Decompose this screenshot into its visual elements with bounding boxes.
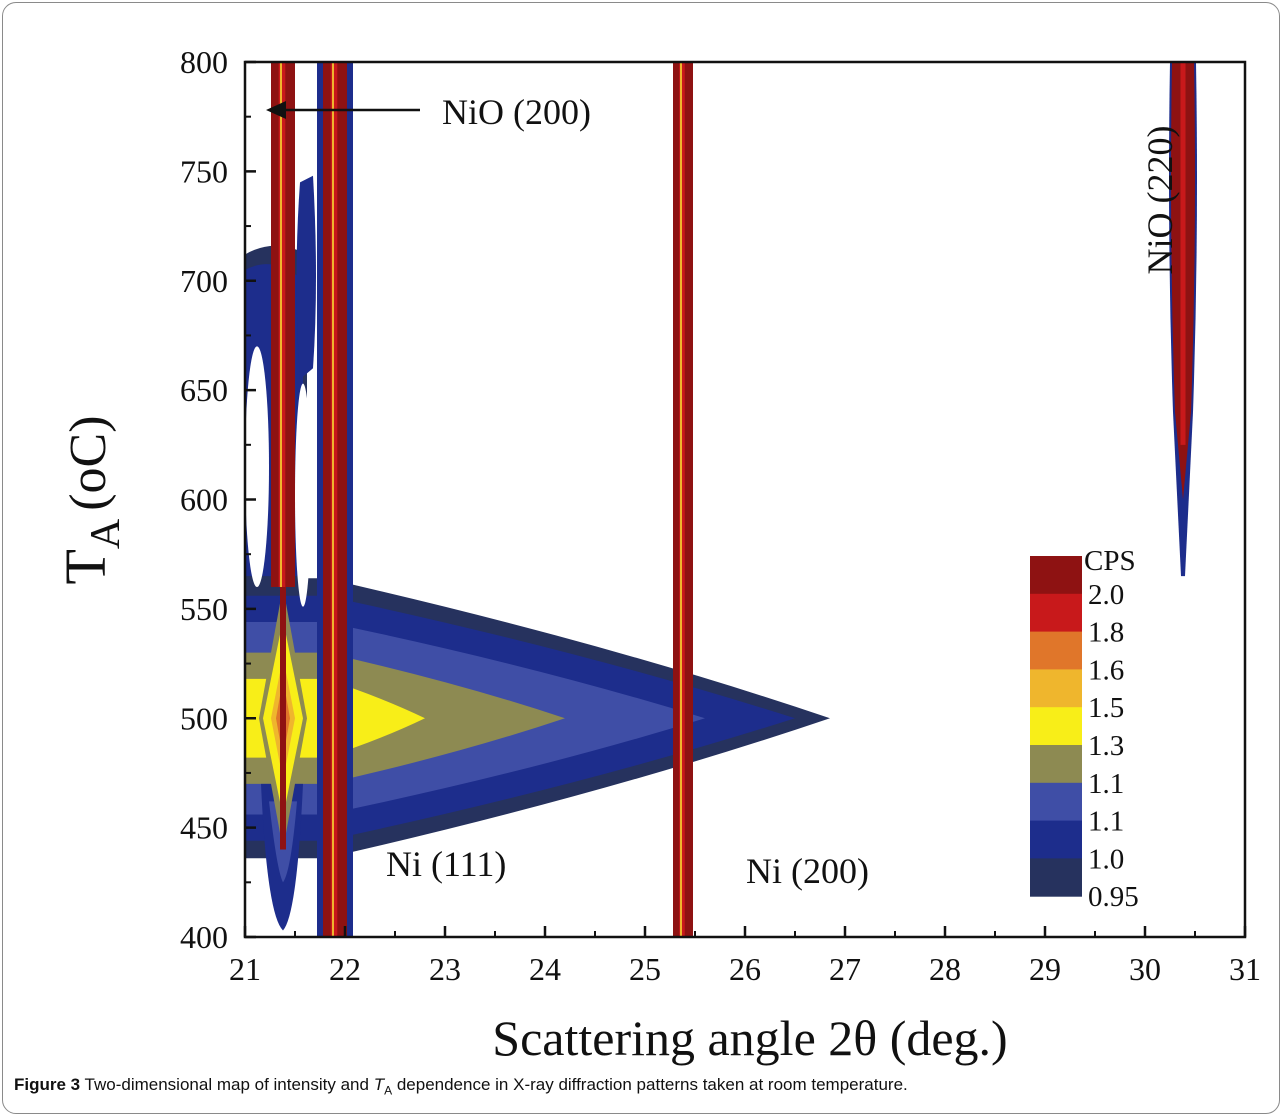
contour-chart: 21 22 23 24 25 26 27 28 29 30 31 400 450 500 550 600 65… <box>53 44 1261 1066</box>
x-tick-label: 29 <box>1029 951 1061 987</box>
legend-label: 1.3 <box>1088 730 1124 762</box>
y-tick-label: 500 <box>180 700 228 736</box>
contour-hole-left <box>245 346 269 587</box>
legend-swatch <box>1030 556 1082 595</box>
legend-label: 0.95 <box>1088 881 1139 913</box>
contour-hole-mid <box>295 383 311 607</box>
annotation-ni-111: Ni (111) <box>386 844 506 884</box>
x-tick-label: 28 <box>929 951 961 987</box>
annotation-nio-220-group: NiO (220) <box>1140 126 1180 275</box>
y-tick-label: 400 <box>180 919 228 955</box>
y-tick-label: 600 <box>180 482 228 518</box>
figure-caption: Figure 3 Two-dimensional map of intensit… <box>14 1075 1264 1097</box>
caption-ta-main: T <box>373 1075 385 1094</box>
x-tick-label: 31 <box>1229 951 1261 987</box>
legend-label: 1.1 <box>1088 768 1124 800</box>
x-axis: 21 22 23 24 25 26 27 28 29 30 31 <box>229 926 1261 987</box>
y-axis: 400 450 500 550 600 650 700 750 800 <box>180 44 256 955</box>
legend-label: 1.8 <box>1088 617 1124 649</box>
x-tick-label: 21 <box>229 951 261 987</box>
legend-swatch <box>1030 707 1082 746</box>
y-axis-title: TA (oC) <box>53 415 129 584</box>
nio-200-arrow-head <box>266 101 286 119</box>
legend-swatch <box>1030 631 1082 670</box>
legend-swatch <box>1030 593 1082 633</box>
svg-text:TA(oC): TA (oC) <box>53 415 129 584</box>
y-tick-label: 550 <box>180 591 228 627</box>
legend-swatch <box>1030 858 1082 897</box>
y-tick-label: 650 <box>180 372 228 408</box>
legend-label: 1.1 <box>1088 806 1124 838</box>
x-tick-label: 27 <box>829 951 861 987</box>
y-tick-label: 450 <box>180 810 228 846</box>
caption-ta-sub: A <box>384 1083 393 1098</box>
legend-label: 1.5 <box>1088 692 1124 724</box>
legend-swatch <box>1030 745 1082 784</box>
y-tick-label: 750 <box>180 153 228 189</box>
y-tick-label: 800 <box>180 44 228 80</box>
y-axis-title-unit: (oC) <box>60 415 117 510</box>
x-tick-label: 25 <box>629 951 661 987</box>
contour-layers <box>245 62 1197 937</box>
x-tick-label: 23 <box>429 951 461 987</box>
x-tick-label: 22 <box>329 951 361 987</box>
caption-text-a: Two-dimensional map of intensity and <box>80 1075 374 1094</box>
legend-swatch <box>1030 669 1082 708</box>
caption-text-b: dependence in X-ray diffraction patterns… <box>392 1075 908 1094</box>
legend-swatch <box>1030 820 1082 859</box>
y-axis-title-main: T <box>53 549 118 584</box>
y-tick-label: 700 <box>180 263 228 299</box>
legend-label: 1.6 <box>1088 654 1124 686</box>
legend-label: 2.0 <box>1088 579 1124 611</box>
x-tick-label: 30 <box>1129 951 1161 987</box>
annotation-nio-220: NiO (220) <box>1140 126 1180 275</box>
caption-label: Figure 3 <box>14 1075 81 1094</box>
annotation-ni-200: Ni (200) <box>746 851 869 891</box>
legend-swatch <box>1030 782 1082 822</box>
contour-wisp <box>296 175 316 380</box>
legend-label: 1.0 <box>1088 843 1124 875</box>
annotation-nio-200: NiO (200) <box>442 92 591 132</box>
legend-title: CPS <box>1084 545 1136 577</box>
x-tick-label: 24 <box>529 951 561 987</box>
x-tick-label: 26 <box>729 951 761 987</box>
legend: CPS 2.0 1.8 1.6 1.5 1.3 1.1 1.1 1.0 0.95 <box>1030 545 1139 913</box>
y-axis-title-sub: A <box>83 518 129 549</box>
x-axis-title: Scattering angle 2θ (deg.) <box>492 1010 1007 1066</box>
